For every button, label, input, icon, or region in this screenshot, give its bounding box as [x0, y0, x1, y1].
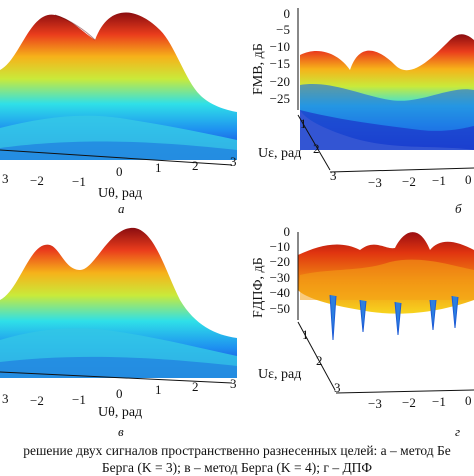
- y-label-b: Uε, рад: [258, 146, 301, 161]
- x-tick-b: 0: [465, 172, 472, 187]
- z-tick-b: −25: [270, 91, 290, 106]
- y-tick-d: 1: [302, 327, 309, 342]
- y-axis-b: [297, 114, 331, 171]
- x-tick-d: −3: [368, 396, 382, 411]
- surface-b: [300, 34, 474, 150]
- z-tick-b: −20: [270, 74, 290, 89]
- z-tick-d: −30: [270, 270, 290, 285]
- x-ticks-b: −3 −2 −1 0: [368, 172, 472, 190]
- y-ticks-d: 1 2 3: [302, 327, 341, 395]
- surface-d: [298, 232, 474, 341]
- panel-letter-b: б: [455, 201, 462, 216]
- panel-letter-d: г: [455, 424, 460, 439]
- x-tick-a: 1: [155, 160, 162, 175]
- z-tick-b: 0: [284, 6, 291, 21]
- panel-letter-c: в: [118, 424, 124, 439]
- surface-a: [0, 12, 237, 160]
- x-tick-b: −2: [402, 174, 416, 189]
- x-tick-c: 3: [230, 376, 237, 391]
- caption-line-1: решение двух сигналов пространственно ра…: [23, 443, 451, 458]
- y-label-d: Uε, рад: [258, 367, 301, 382]
- z-tick-b: −5: [276, 22, 290, 37]
- x-label-a: Uθ, рад: [98, 186, 142, 201]
- y-tick-b: 1: [300, 116, 307, 131]
- x-tick-c: 3: [2, 391, 9, 406]
- y-tick-b: 2: [313, 141, 320, 156]
- y-axis-d: [297, 321, 336, 391]
- z-label-d: FДПФ, дБ: [251, 257, 266, 318]
- z-ticks-d: 0 −10 −20 −30 −40 −50: [270, 224, 290, 316]
- x-axis-b: [329, 167, 474, 173]
- x-ticks-a: 3 −2 −1 0 1 2 3: [2, 154, 237, 189]
- x-ticks-c: 3 −2 −1 0 1 2 3: [2, 376, 237, 408]
- panel-d: 0 −10 −20 −30 −40 −50 FДПФ, дБ 1 2 3 Uε,…: [251, 224, 474, 439]
- x-tick-c: 0: [116, 386, 123, 401]
- panel-c: 3 −2 −1 0 1 2 3 Uθ, рад в: [0, 227, 237, 439]
- x-tick-a: 0: [116, 164, 123, 179]
- z-tick-b: −15: [270, 56, 290, 71]
- z-tick-d: −10: [270, 239, 290, 254]
- z-tick-d: −50: [270, 301, 290, 316]
- caption-line-2: Берга (K = 3); в – метод Берга (K = 4); …: [101, 460, 373, 475]
- surface-c: [0, 227, 237, 378]
- y-tick-b: 3: [330, 168, 337, 183]
- x-tick-c: 2: [192, 379, 199, 394]
- panel-letter-a: а: [118, 201, 125, 216]
- z-ticks-b: 0 −5 −10 −15 −20 −25: [270, 6, 290, 106]
- x-tick-d: −1: [432, 394, 446, 409]
- panel-b: 0 −5 −10 −15 −20 −25 FМВ, дБ 1 2 3 Uε, р…: [251, 6, 474, 216]
- x-tick-a: 3: [2, 171, 9, 186]
- y-tick-d: 3: [334, 380, 341, 395]
- x-tick-a: 2: [192, 158, 199, 173]
- x-ticks-d: −3 −2 −1 0: [368, 393, 472, 411]
- z-tick-b: −10: [270, 39, 290, 54]
- x-tick-c: −2: [30, 393, 44, 408]
- x-tick-c: 1: [155, 382, 162, 397]
- z-tick-d: 0: [284, 224, 291, 239]
- z-tick-d: −20: [270, 254, 290, 269]
- x-tick-b: −3: [368, 175, 382, 190]
- x-tick-a: 3: [230, 154, 237, 169]
- x-axis-d: [335, 389, 474, 394]
- z-tick-d: −40: [270, 285, 290, 300]
- x-tick-a: −1: [72, 174, 86, 189]
- x-tick-a: −2: [30, 173, 44, 188]
- z-label-b: FМВ, дБ: [251, 43, 266, 95]
- x-tick-d: −2: [402, 395, 416, 410]
- x-tick-d: 0: [465, 393, 472, 408]
- y-ticks-b: 1 2 3: [300, 116, 337, 183]
- x-axis-c: [0, 371, 233, 384]
- y-tick-d: 2: [316, 353, 323, 368]
- panel-a: 3 −2 −1 0 1 2 3 Uθ, рад а: [0, 12, 237, 216]
- x-label-c: Uθ, рад: [98, 405, 142, 420]
- x-tick-c: −1: [72, 392, 86, 407]
- x-axis-a: [0, 149, 233, 166]
- x-tick-b: −1: [432, 173, 446, 188]
